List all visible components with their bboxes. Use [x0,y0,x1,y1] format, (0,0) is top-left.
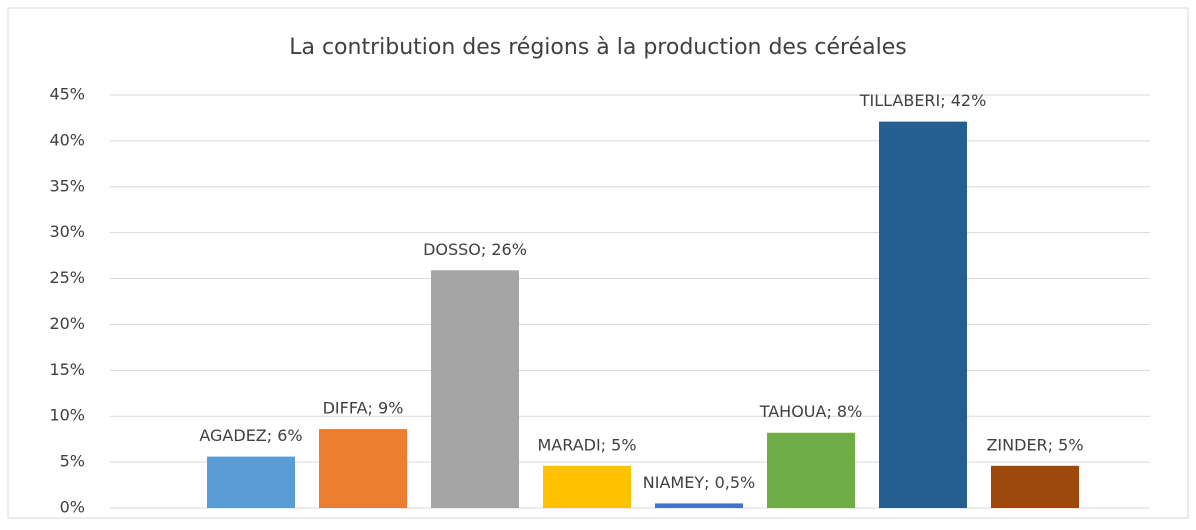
bar [655,503,743,508]
y-tick-label: 5% [60,452,85,471]
data-label: AGADEZ; 6% [199,426,302,445]
bar [543,465,631,508]
data-label: TILLABERI; 42% [859,91,987,110]
y-tick-label: 40% [49,130,85,149]
data-label: DOSSO; 26% [423,240,527,259]
y-tick-label: 0% [60,498,85,517]
y-tick-label: 10% [49,406,85,425]
data-label: NIAMEY; 0,5% [643,473,755,492]
data-label: MARADI; 5% [537,435,636,454]
y-tick-label: 25% [49,268,85,287]
bar [767,432,855,508]
y-tick-label: 45% [49,85,85,104]
bar [431,270,519,508]
chart-border [7,7,1189,519]
y-tick-label: 35% [49,176,85,195]
data-label: TAHOUA; 8% [759,402,863,421]
y-tick-label: 15% [49,360,85,379]
data-label: DIFFA; 9% [323,399,404,418]
y-tick-label: 30% [49,222,85,241]
data-label: ZINDER; 5% [986,435,1083,454]
bar [319,429,407,508]
bar [879,121,967,509]
chart-title: La contribution des régions à la product… [289,35,907,60]
bar [207,456,295,508]
y-tick-label: 20% [49,314,85,333]
bar [991,465,1079,508]
